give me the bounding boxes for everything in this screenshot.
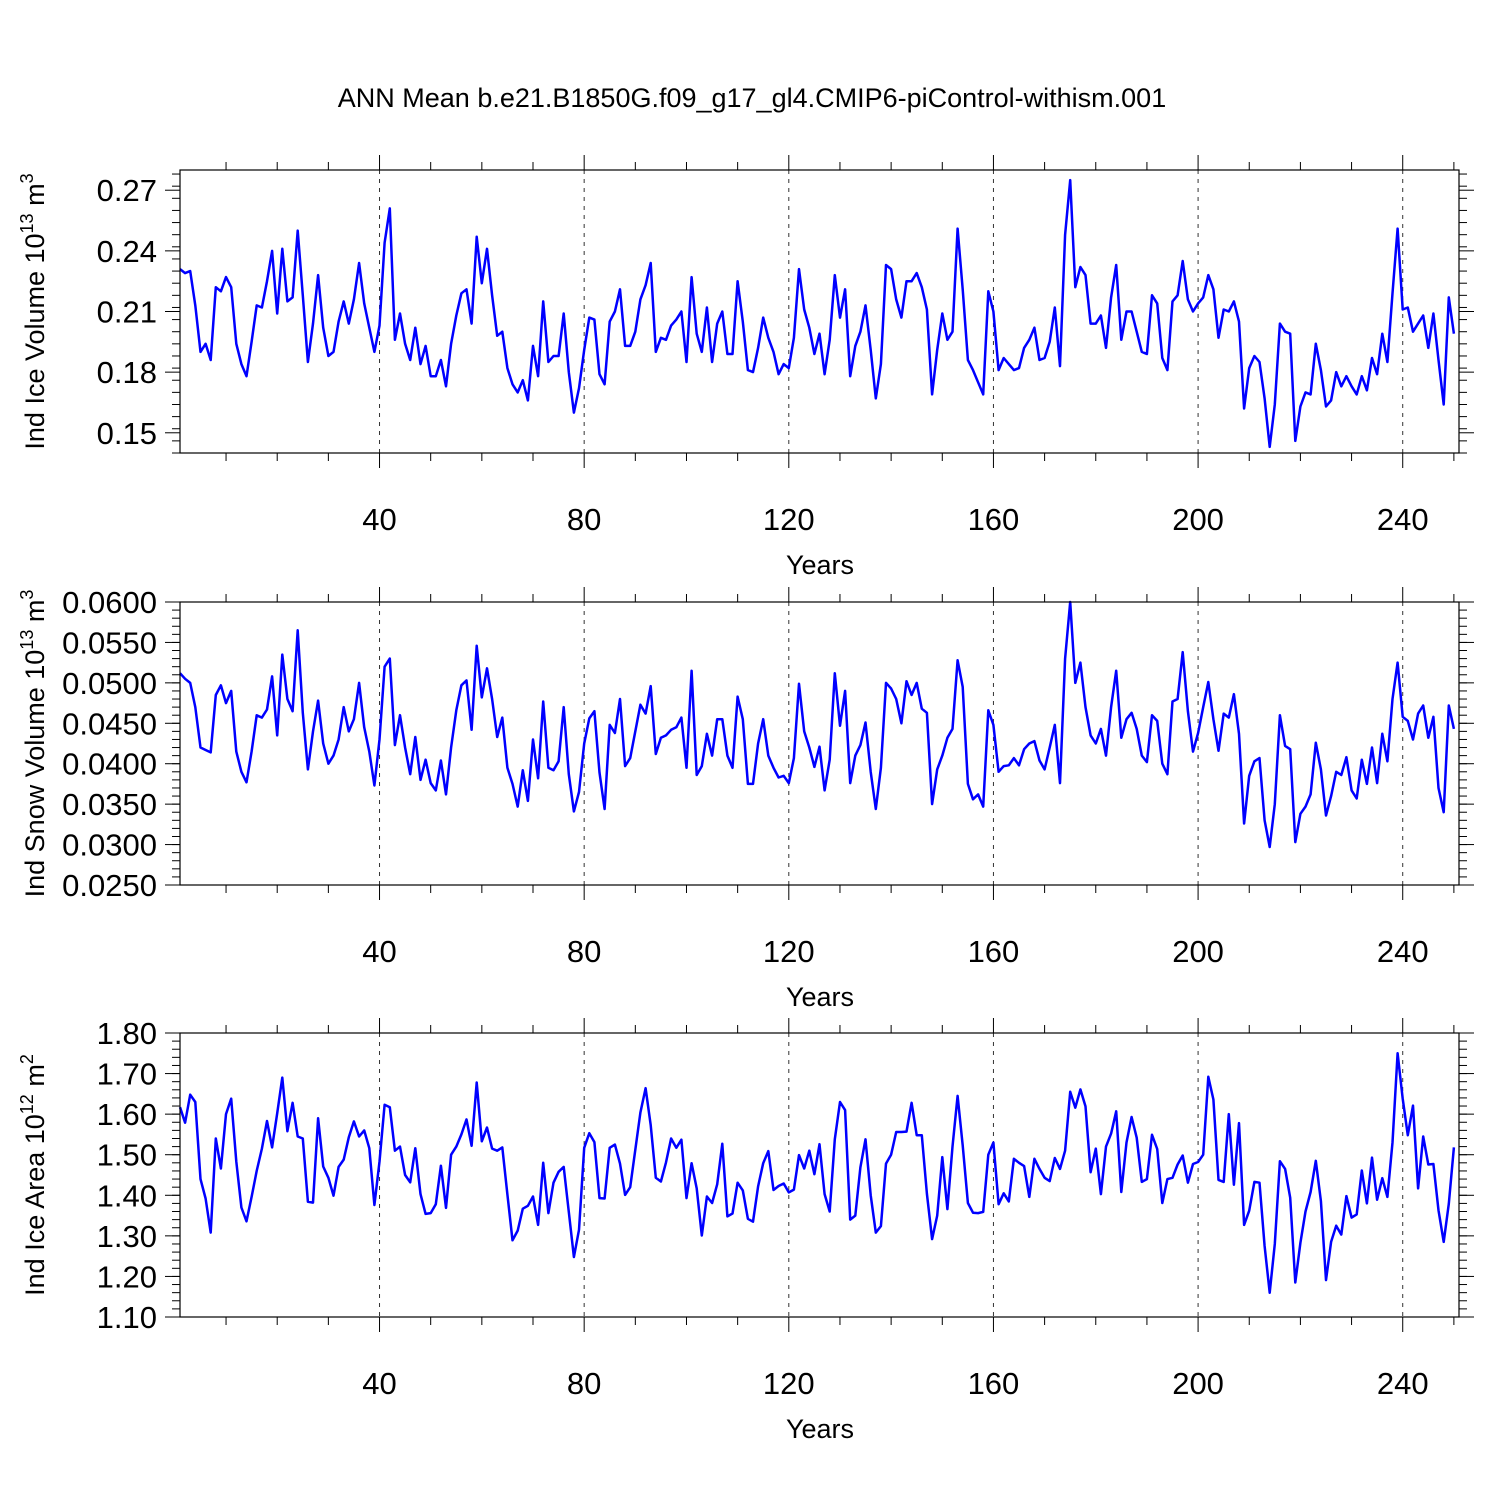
y-tick-label: 0.0250 [62, 868, 157, 903]
y-tick-label: 0.24 [97, 234, 157, 269]
y-axis-label: Ind Snow Volume 1013 m3 [17, 590, 50, 898]
y-tick-label: 1.80 [97, 1016, 157, 1051]
y-tick-label: 0.0500 [62, 666, 157, 701]
y-tick-label: 1.20 [97, 1259, 157, 1294]
y-tick-label: 0.0550 [62, 625, 157, 660]
series-line [179, 600, 1456, 849]
x-tick-label: 240 [1377, 1366, 1429, 1401]
y-label-unit: m [20, 183, 50, 213]
series-line [178, 1052, 1456, 1294]
x-axis-label: Years [786, 1414, 854, 1444]
y-tick-label: 1.60 [97, 1097, 157, 1132]
figure-title: ANN Mean b.e21.B1850G.f09_g17_gl4.CMIP6-… [338, 83, 1166, 113]
y-label-superscript: 2 [17, 1054, 37, 1064]
y-tick-label: 0.0400 [62, 747, 157, 782]
x-tick-label: 40 [362, 934, 396, 969]
plot-frame [179, 601, 1460, 886]
plot-frame [179, 169, 1460, 454]
x-tick-label: 240 [1377, 934, 1429, 969]
x-tick-label: 160 [968, 502, 1020, 537]
x-tick-label: 120 [763, 502, 815, 537]
x-tick-label: 80 [567, 502, 601, 537]
panel-2: 0.0250 0.0300 0.0350 0.0400 0.0450 0.0500 0.05… [17, 585, 1474, 1012]
panel-3: 1.10 1.20 1.30 1.40 1.50 1.60 1.70 1.80 40 80 120 1… [17, 1016, 1474, 1444]
y-label-text: Ind Ice Volume 10 [20, 233, 50, 449]
series-line [179, 178, 1456, 449]
y-tick-label: 1.50 [97, 1138, 157, 1173]
y-label-superscript: 12 [17, 1094, 37, 1114]
y-label-unit: m [20, 1064, 50, 1094]
x-tick-label: 80 [567, 934, 601, 969]
y-label-superscript: 3 [17, 173, 37, 183]
y-tick-label: 1.30 [97, 1219, 157, 1254]
x-tick-label: 200 [1172, 502, 1224, 537]
x-tick-label: 200 [1172, 934, 1224, 969]
x-tick-label: 160 [968, 1366, 1020, 1401]
y-label-text: Ind Ice Area 10 [20, 1114, 50, 1296]
y-tick-label: 1.10 [97, 1300, 157, 1335]
y-label-superscript: 13 [17, 213, 37, 233]
x-axis-label: Years [786, 550, 854, 580]
y-tick-label: 0.27 [97, 173, 157, 208]
y-label-superscript: 13 [17, 630, 37, 650]
panel-1: 0.15 0.18 0.21 0.24 0.27 40 80 120 160 200 240 Year… [17, 155, 1474, 580]
x-tick-label: 40 [362, 502, 396, 537]
y-axis-label: Ind Ice Volume 1013 m3 [17, 173, 50, 449]
y-tick-label: 0.0350 [62, 787, 157, 822]
y-tick-label: 0.18 [97, 355, 157, 390]
x-tick-label: 40 [362, 1366, 396, 1401]
y-axis-label: Ind Ice Area 1012 m2 [17, 1054, 50, 1296]
x-tick-label: 200 [1172, 1366, 1224, 1401]
x-tick-label: 120 [763, 1366, 815, 1401]
y-tick-label: 0.15 [97, 416, 157, 451]
y-tick-label: 1.70 [97, 1057, 157, 1092]
y-tick-label: 0.0450 [62, 706, 157, 741]
x-axis-label: Years [786, 982, 854, 1012]
x-tick-label: 120 [763, 934, 815, 969]
x-tick-label: 80 [567, 1366, 601, 1401]
y-tick-label: 0.21 [97, 295, 157, 330]
plot-frame [179, 1032, 1460, 1318]
y-label-text: Ind Snow Volume 10 [20, 650, 50, 898]
y-label-unit: m [20, 600, 50, 630]
y-label-superscript: 3 [17, 590, 37, 600]
y-tick-label: 0.0300 [62, 828, 157, 863]
y-tick-label: 0.0600 [62, 585, 157, 620]
x-tick-label: 240 [1377, 502, 1429, 537]
y-tick-label: 1.40 [97, 1178, 157, 1213]
x-tick-label: 160 [968, 934, 1020, 969]
